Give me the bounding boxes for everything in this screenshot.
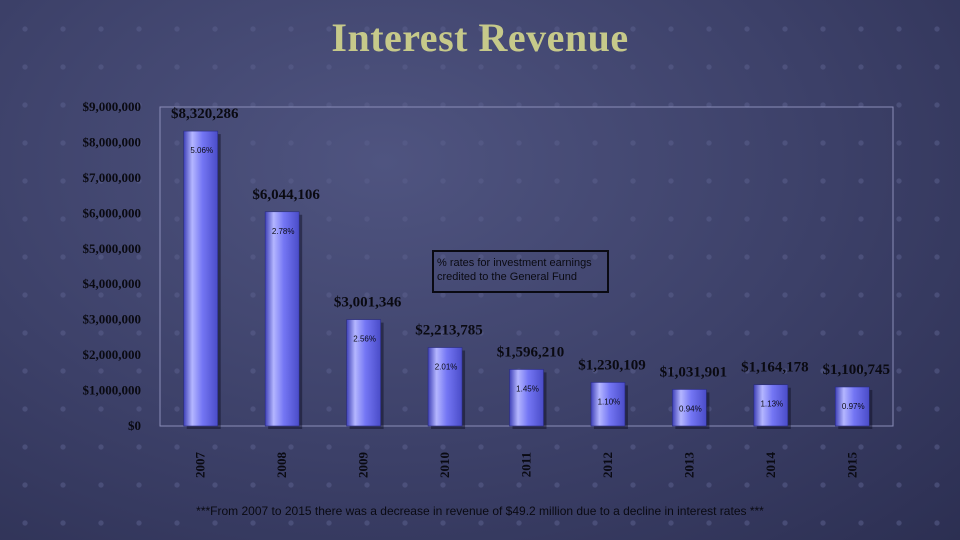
rate-label-2011: 1.45% — [516, 384, 539, 393]
value-label-2011: $1,596,210 — [497, 344, 565, 360]
value-label-2007: $8,320,286 — [171, 106, 239, 122]
footnote: ***From 2007 to 2015 there was a decreas… — [196, 504, 764, 518]
y-tick-label: $4,000,000 — [83, 276, 142, 291]
rate-label-2012: 1.10% — [598, 397, 621, 406]
x-tick-label-2012: 2012 — [600, 452, 615, 478]
value-label-2014: $1,164,178 — [741, 360, 809, 376]
x-tick-label-2015: 2015 — [844, 452, 859, 479]
y-axis-ticks: $0 $1,000,000 $2,000,000 $3,000,000 $4,000,0… — [83, 99, 142, 433]
value-label-2009: $3,001,346 — [334, 295, 402, 311]
annotation-box: % rates for investment earnings credited… — [432, 250, 609, 293]
x-tick-label-2014: 2014 — [763, 452, 778, 479]
bars: $8,320,286 5.06% $6,044,106 2.78% $3,001,346… — [171, 106, 890, 429]
y-tick-label: $7,000,000 — [83, 170, 142, 185]
bar-2012 — [590, 382, 626, 427]
x-tick-label-2010: 2010 — [437, 452, 452, 478]
value-label-2012: $1,230,109 — [578, 357, 646, 373]
bar-2010 — [427, 347, 463, 427]
annotation-line-2: credited to the General Fund — [437, 271, 577, 283]
bar-2008 — [264, 211, 300, 427]
bar-2013 — [672, 389, 707, 427]
y-tick-label: $9,000,000 — [83, 99, 142, 114]
value-label-2010: $2,213,785 — [415, 323, 483, 339]
bar-2014 — [753, 384, 789, 427]
y-tick-label: $1,000,000 — [83, 383, 142, 398]
x-tick-label-2013: 2013 — [681, 452, 696, 479]
y-tick-label: $3,000,000 — [83, 312, 142, 327]
rate-label-2015: 0.97% — [842, 402, 865, 411]
x-tick-label-2008: 2008 — [274, 452, 289, 479]
bar-2011 — [509, 369, 544, 427]
rate-label-2007: 5.06% — [190, 146, 213, 155]
value-label-2008: $6,044,106 — [252, 187, 320, 203]
y-tick-label: $0 — [128, 418, 141, 433]
bar-2007 — [183, 130, 219, 427]
value-label-2015: $1,100,745 — [823, 362, 891, 378]
rate-label-2010: 2.01% — [435, 363, 458, 372]
page-title: Interest Revenue — [331, 15, 629, 60]
x-tick-label-2007: 2007 — [193, 452, 208, 479]
rate-label-2014: 1.13% — [760, 400, 783, 409]
annotation-line-1: % rates for investment earnings — [437, 257, 592, 269]
y-tick-label: $2,000,000 — [83, 347, 142, 362]
y-tick-label: $8,000,000 — [83, 134, 142, 149]
value-label-2013: $1,031,901 — [660, 364, 728, 380]
rate-label-2008: 2.78% — [272, 227, 295, 236]
bar-2009 — [346, 319, 381, 427]
x-tick-label-2011: 2011 — [519, 452, 534, 477]
rate-label-2013: 0.94% — [679, 404, 702, 413]
bar-2015 — [834, 386, 870, 427]
rate-label-2009: 2.56% — [353, 335, 376, 344]
y-tick-label: $5,000,000 — [83, 241, 142, 256]
x-tick-label-2009: 2009 — [356, 452, 371, 479]
x-axis-labels: 2007 2008 2009 2010 2011 2012 2013 2014 2015 — [193, 452, 860, 479]
y-tick-label: $6,000,000 — [83, 205, 142, 220]
